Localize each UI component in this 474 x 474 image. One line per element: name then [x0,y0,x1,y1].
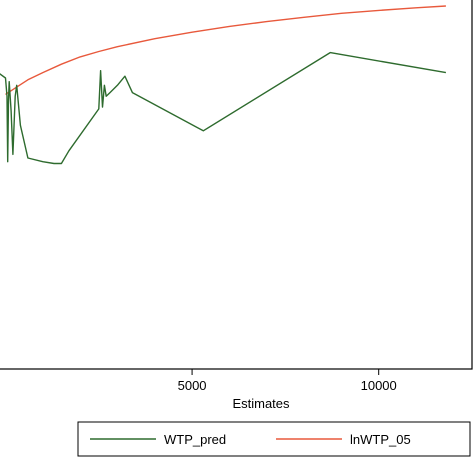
x-axis-ticks: 5000 10000 [178,369,397,393]
legend: WTP_pred lnWTP_05 [77,421,471,457]
x-tick-label: 10000 [361,378,397,393]
x-axis-title: Estimates [232,396,290,411]
series-line-wtp-pred [0,51,447,165]
legend-label-lnwtp-05: lnWTP_05 [350,432,411,447]
series-line-lnwtp-05 [5,5,446,95]
legend-label-wtp-pred: WTP_pred [164,432,226,447]
x-tick-label: 5000 [178,378,207,393]
plot-area [0,0,473,370]
series-layer [0,5,447,165]
